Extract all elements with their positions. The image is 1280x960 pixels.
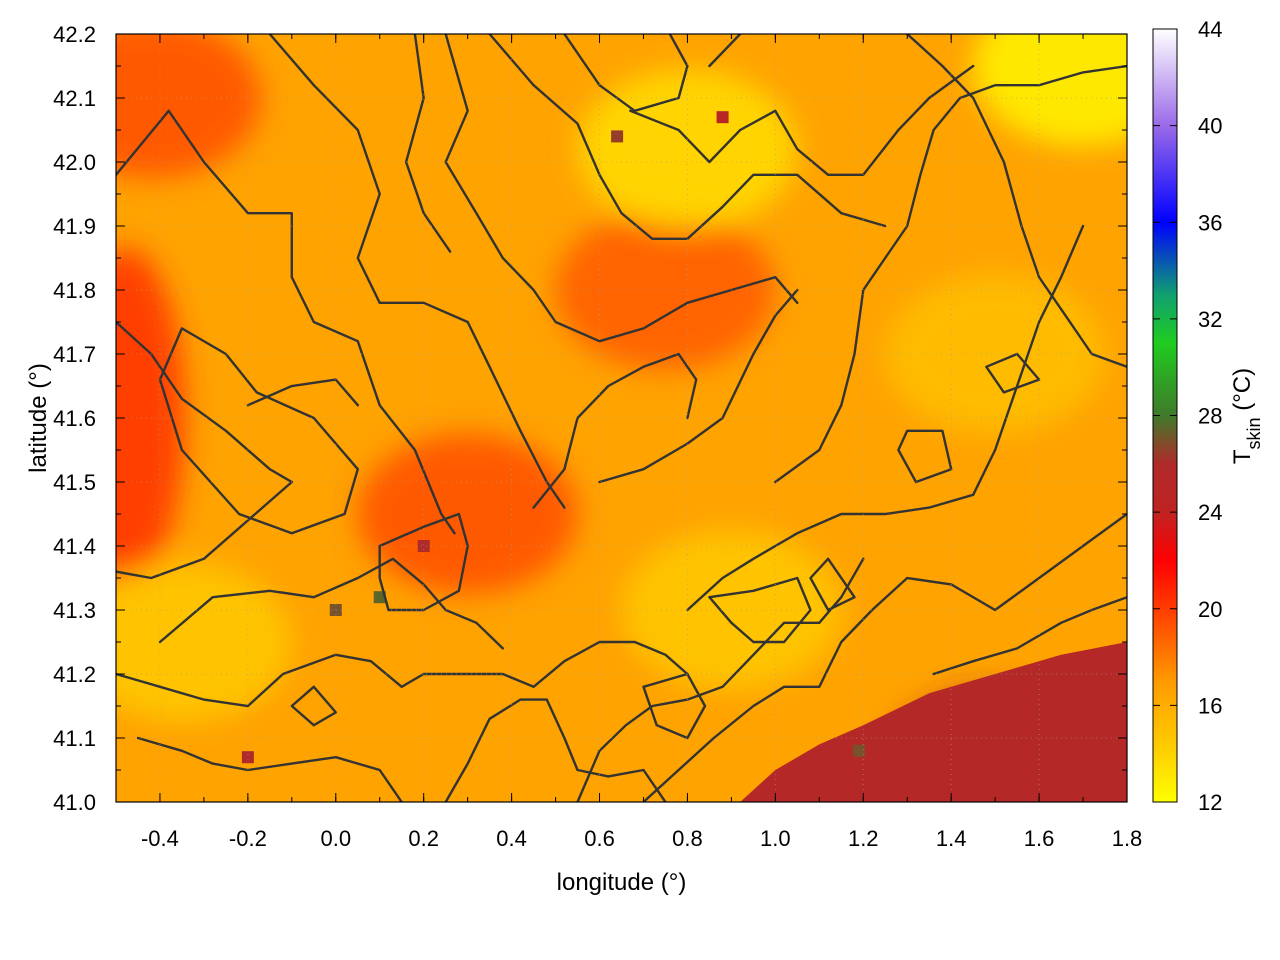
field-region-7 xyxy=(116,562,292,722)
y-axis-label: latitude (°) xyxy=(25,363,52,473)
y-tick-label-12: 42.2 xyxy=(53,22,96,47)
contour-line-20 xyxy=(598,288,799,484)
contour-line-14 xyxy=(642,512,1127,802)
y-tick-label-5: 41.5 xyxy=(53,470,96,495)
contour-line-22 xyxy=(378,512,469,612)
field-region-3 xyxy=(555,210,776,370)
y-tick-label-1: 41.1 xyxy=(53,726,96,751)
contour-line-13 xyxy=(576,557,865,802)
x-tick-label-10: 1.6 xyxy=(1024,826,1055,851)
contour-line-8 xyxy=(629,64,975,176)
contour-line-15 xyxy=(686,224,1085,612)
colorbar-tick-label-5: 32 xyxy=(1198,307,1222,332)
hot-patch-3 xyxy=(611,130,624,143)
contour-line-25 xyxy=(642,672,707,740)
x-tick-label-6: 0.8 xyxy=(672,826,703,851)
hot-patch-4 xyxy=(716,111,729,124)
field-region-1 xyxy=(116,248,185,588)
colorbar-tick-label-3: 24 xyxy=(1198,500,1222,525)
colorbar-tick-label-4: 28 xyxy=(1198,404,1222,429)
colorbar-label: Tskin (°C) xyxy=(1229,368,1264,464)
colorbar-tick-label-0: 12 xyxy=(1198,790,1222,815)
x-tick-label-3: 0.2 xyxy=(408,826,439,851)
x-tick-label-11: 1.8 xyxy=(1112,826,1143,851)
contour-line-19 xyxy=(932,596,1127,676)
y-tick-label-11: 42.1 xyxy=(53,86,96,111)
y-tick-label-0: 41.0 xyxy=(53,790,96,815)
x-axis-label: longitude (°) xyxy=(557,869,687,896)
contour-line-27 xyxy=(897,429,953,484)
contour-line-6 xyxy=(563,34,689,112)
contour-line-16 xyxy=(708,576,812,644)
y-tick-label-9: 41.9 xyxy=(53,214,96,239)
field-region-6 xyxy=(885,274,1106,434)
contour-line-17 xyxy=(774,64,1127,484)
contour-line-0 xyxy=(158,327,359,535)
field-region-2 xyxy=(357,434,578,594)
y-tick-label-8: 41.8 xyxy=(53,278,96,303)
x-tick-label-0: -0.4 xyxy=(141,826,179,851)
colorbar-tick-label-2: 20 xyxy=(1198,597,1222,622)
contour-line-3 xyxy=(268,34,566,509)
field-region-0 xyxy=(116,34,262,178)
y-tick-label-10: 42.0 xyxy=(53,150,96,175)
heatmap-field xyxy=(116,34,1127,802)
hot-patch-0 xyxy=(373,591,386,604)
y-tick-label-7: 41.7 xyxy=(53,342,96,367)
colorbar-tick-label-1: 16 xyxy=(1198,693,1222,718)
x-tick-label-2: 0.0 xyxy=(320,826,351,851)
contour-line-11 xyxy=(136,736,403,802)
colorbar-tick-label-7: 40 xyxy=(1198,114,1222,139)
contour-line-21 xyxy=(532,352,698,509)
x-tick-label-8: 1.2 xyxy=(848,826,879,851)
y-tick-label-4: 41.4 xyxy=(53,534,96,559)
hot-patch-5 xyxy=(852,744,865,757)
contour-line-29 xyxy=(290,685,337,727)
y-tick-label-2: 41.2 xyxy=(53,662,96,687)
x-tick-label-9: 1.4 xyxy=(936,826,967,851)
field-region-4 xyxy=(973,34,1127,146)
contour-line-10 xyxy=(158,557,504,650)
contour-line-7 xyxy=(708,34,742,68)
colorbar-tick-label-6: 36 xyxy=(1198,210,1222,235)
colorbar: 12 16 20 24 28 32 36 40 44 Tskin (°C) xyxy=(1152,17,1264,815)
x-tick-label-1: -0.2 xyxy=(229,826,267,851)
contour-line-5 xyxy=(488,34,887,240)
colorbar-tick-label-8: 44 xyxy=(1198,17,1222,42)
contour-line-2 xyxy=(116,109,456,535)
x-tick-label-4: 0.4 xyxy=(496,826,527,851)
axes: -0.4 -0.2 0.0 0.2 0.4 0.6 0.8 1.0 1.2 1.4 1.6 1.8 41… xyxy=(25,22,1142,896)
contour-line-23 xyxy=(246,378,359,407)
contour-line-1 xyxy=(116,320,293,580)
x-tick-label-5: 0.6 xyxy=(584,826,615,851)
hot-patch-2 xyxy=(417,540,430,552)
y-tick-label-6: 41.6 xyxy=(53,406,96,431)
sea-area xyxy=(740,642,1127,802)
contour-line-26 xyxy=(809,557,856,612)
y-tick-label-3: 41.3 xyxy=(53,598,96,623)
hot-patch-6 xyxy=(241,751,254,764)
x-tick-label-7: 1.0 xyxy=(760,826,791,851)
contour-line-12 xyxy=(444,698,667,802)
